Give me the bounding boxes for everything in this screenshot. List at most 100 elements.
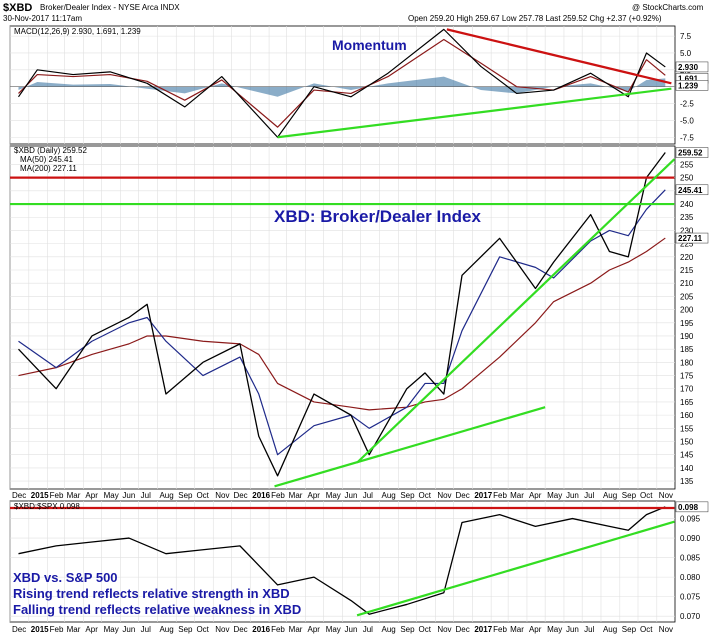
- x-tick-label: Nov: [437, 625, 451, 634]
- price-annotation: XBD: Broker/Dealer Index: [274, 207, 481, 226]
- y-tick-label: 140: [680, 464, 694, 473]
- chart-date: 30-Nov-2017 11:17am: [3, 14, 82, 23]
- x-tick-label: 2016: [252, 491, 270, 500]
- hist-last-value-box: [675, 80, 709, 91]
- watermark: @ StockCharts.com: [632, 3, 704, 12]
- y-tick-label: 210: [680, 279, 694, 288]
- line-layer: [18, 28, 666, 615]
- x-tick-label: Feb: [493, 491, 507, 500]
- ma50-last-value-box: [675, 184, 709, 196]
- x-tick-label: Aug: [603, 491, 617, 500]
- x-tick-label: Sep: [400, 625, 415, 634]
- x-tick-label: Dec: [456, 625, 470, 634]
- y-tick-label: 230: [680, 226, 694, 235]
- x-tick-label: Apr: [529, 491, 542, 500]
- x-tick-label: 2015: [31, 491, 49, 500]
- x-tick-label: Sep: [622, 491, 637, 500]
- x-tick-label: Dec: [233, 625, 247, 634]
- x-tick-label: Oct: [196, 625, 209, 634]
- x-tick-label: Apr: [85, 491, 98, 500]
- ratio-line: [18, 506, 666, 615]
- x-tick-label: May: [104, 625, 119, 634]
- y-tick-label: -5.0: [680, 116, 694, 125]
- ratio-last-value-box: [675, 501, 709, 513]
- x-tick-label: Oct: [419, 625, 432, 634]
- x-tick-label: Jul: [363, 491, 373, 500]
- y-tick-label: 135: [680, 477, 694, 486]
- macd-line: [18, 28, 666, 138]
- x-tick-label: Jun: [345, 491, 358, 500]
- macd-annotation: Momentum: [332, 37, 407, 53]
- x-tick-label: Jul: [141, 491, 151, 500]
- y-tick-label: 205: [680, 292, 694, 301]
- x-tick-label: Aug: [603, 625, 617, 634]
- ma200-legend: MA(200) 227.11: [20, 164, 77, 173]
- y-tick-label: 250: [680, 174, 694, 183]
- x-tick-label: 2017: [474, 491, 492, 500]
- x-tick-label: Jun: [566, 625, 579, 634]
- y-tick-label: 160: [680, 411, 694, 420]
- y-tick-label: 155: [680, 424, 694, 433]
- y-tick-label: -7.5: [680, 133, 694, 142]
- ratio-annotation-1: XBD vs. S&P 500: [13, 570, 118, 585]
- price-last-value: 259.52: [678, 149, 703, 158]
- ratio-rising-trendline: [356, 520, 675, 617]
- y-tick-label: 0.095: [680, 515, 701, 524]
- x-tick-label: Jun: [566, 491, 579, 500]
- x-tick-label: Sep: [400, 491, 415, 500]
- signal-last-value: 1.691: [678, 74, 699, 83]
- x-tick-label: Jun: [122, 491, 135, 500]
- ratio-last-value: 0.098: [678, 503, 699, 512]
- y-tick-label: 0.080: [680, 573, 701, 582]
- ma200-last-value: 227.11: [678, 234, 703, 243]
- ma200-line: [18, 237, 666, 411]
- y-tick-label: 0.085: [680, 554, 701, 563]
- x-tick-label: Feb: [271, 491, 285, 500]
- macd-rising-trendline: [277, 87, 672, 139]
- x-tick-label: Nov: [659, 491, 673, 500]
- macd-legend: MACD(12,26,9) 2.930, 1.691, 1.239: [14, 27, 141, 36]
- x-tick-label: 2015: [31, 625, 49, 634]
- macd-falling-trendline: [446, 28, 672, 85]
- y-tick-label: 0.075: [680, 593, 701, 602]
- x-tick-label: Mar: [510, 491, 524, 500]
- x-tick-label: Nov: [215, 625, 229, 634]
- y-tick-label: 145: [680, 451, 694, 460]
- price-last-value-box: [675, 147, 709, 158]
- ma50-last-value: 245.41: [678, 186, 703, 195]
- x-tick-label: Oct: [640, 491, 653, 500]
- y-tick-label: 235: [680, 213, 694, 222]
- ma50-legend: MA(50) 245.41: [20, 155, 73, 164]
- x-tick-label: May: [104, 491, 119, 500]
- y-tick-label: 215: [680, 266, 694, 275]
- x-tick-label: May: [547, 625, 562, 634]
- x-tick-label: Oct: [419, 491, 432, 500]
- x-tick-label: Dec: [12, 491, 26, 500]
- y-tick-label: 180: [680, 358, 694, 367]
- y-tick-label: 7.5: [680, 32, 692, 41]
- y-tick-label: 0.070: [680, 612, 701, 621]
- x-tick-label: Dec: [12, 625, 26, 634]
- quote-line: Open 259.20 High 259.67 Low 257.78 Last …: [408, 14, 662, 23]
- x-tick-label: Aug: [159, 625, 173, 634]
- y-tick-label: 225: [680, 240, 694, 249]
- macd-last-value: 2.930: [678, 63, 699, 72]
- y-tick-label: 220: [680, 253, 694, 262]
- x-tick-label: May: [547, 491, 562, 500]
- x-tick-label: Mar: [67, 625, 81, 634]
- y-tick-label: 165: [680, 398, 694, 407]
- x-tick-label: Oct: [640, 625, 653, 634]
- macd-last-value-box: [675, 61, 709, 73]
- x-tick-label: Nov: [659, 625, 673, 634]
- y-tick-label: 185: [680, 345, 694, 354]
- price-long-trendline: [274, 406, 546, 488]
- x-tick-label: Aug: [159, 491, 173, 500]
- price-line: [18, 152, 666, 477]
- x-tick-label: Apr: [529, 625, 542, 634]
- x-tick-label: Feb: [271, 625, 285, 634]
- x-tick-label: Jul: [584, 491, 594, 500]
- x-tick-label: Sep: [622, 625, 637, 634]
- x-tick-label: Aug: [382, 491, 396, 500]
- x-tick-label: Mar: [289, 625, 303, 634]
